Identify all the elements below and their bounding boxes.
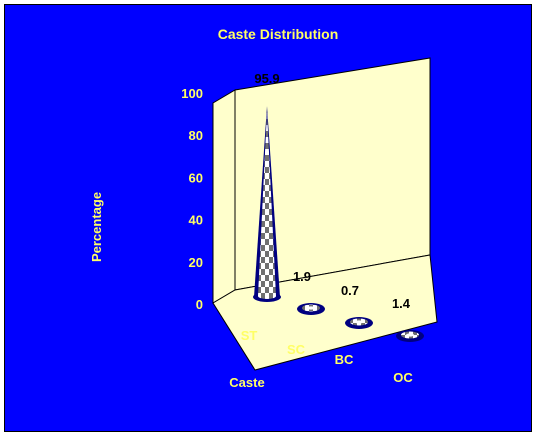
category-label: OC <box>393 370 413 385</box>
y-tick-label: 0 <box>196 297 203 312</box>
category-label: ST <box>241 328 258 343</box>
data-label: 1.4 <box>392 296 411 311</box>
data-labels: 95.9 1.9 0.7 1.4 <box>254 71 410 311</box>
category-label: SC <box>287 342 306 357</box>
y-tick-label: 80 <box>189 128 203 143</box>
cones <box>253 106 424 342</box>
y-tick-label: 40 <box>189 213 203 228</box>
cone-bar <box>297 303 325 315</box>
chart-frame: Caste Distribution Percentage 0 20 40 60 80 1… <box>4 4 532 432</box>
cone-bar <box>253 106 281 302</box>
y-axis-label: Percentage <box>89 192 104 262</box>
floor <box>212 254 438 371</box>
data-label: 0.7 <box>341 283 359 298</box>
y-tick-label: 60 <box>189 170 203 185</box>
data-label: 95.9 <box>254 71 279 86</box>
chart-title: Caste Distribution <box>218 26 339 42</box>
y-tick-label: 100 <box>181 86 203 101</box>
chart: Caste Distribution Percentage 0 20 40 60 80 1… <box>89 26 438 390</box>
x-axis-label: Caste <box>229 375 264 390</box>
data-label: 1.9 <box>293 269 311 284</box>
cone-bar <box>345 317 373 329</box>
y-axis-ticks: 0 20 40 60 80 100 <box>181 86 203 312</box>
side-wall <box>212 89 236 304</box>
cone-bar <box>396 330 424 342</box>
y-tick-label: 20 <box>189 255 203 270</box>
category-labels: ST SC BC OC <box>241 328 414 385</box>
category-label: BC <box>335 352 354 367</box>
